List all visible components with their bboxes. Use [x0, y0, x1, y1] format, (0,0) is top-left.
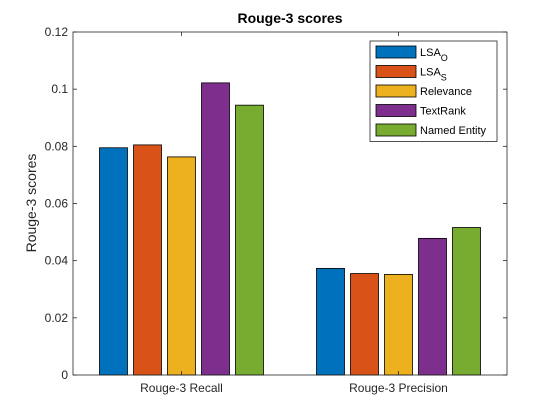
legend-swatch — [375, 123, 417, 137]
bar-textrank-0 — [201, 82, 230, 376]
y-tick-label: 0.1 — [51, 82, 68, 96]
bar-relevance-1 — [384, 273, 413, 376]
axes-group: 0 0.02 0.04 0.06 0.08 0.1 0.12 Rouge-3 Recall Ro… — [45, 25, 508, 395]
legend-label: Relevance — [420, 86, 472, 98]
bar-lsa-s-1 — [350, 273, 379, 376]
y-tick-label: 0.12 — [45, 25, 69, 39]
y-tick-label: 0.02 — [45, 311, 69, 325]
bars-group — [99, 82, 481, 376]
legend-swatch — [375, 45, 417, 59]
y-tick-label: 0.04 — [45, 254, 69, 268]
legend-swatch — [375, 84, 417, 98]
bar-lsa-o-1 — [316, 267, 345, 376]
legend-label-subscript: O — [441, 53, 448, 63]
chart-title: Rouge-3 scores — [237, 10, 342, 26]
legend-swatch — [375, 104, 417, 117]
bar-lsa-o-0 — [99, 147, 128, 376]
bar-named-entity-1 — [452, 227, 481, 376]
y-tick-label: 0 — [61, 368, 68, 382]
bar-lsa-s-0 — [133, 144, 162, 376]
legend-swatch — [375, 65, 417, 78]
y-axis-label: Rouge-3 scores — [23, 154, 39, 253]
bar-relevance-0 — [167, 156, 196, 376]
bar-named-entity-0 — [235, 104, 264, 376]
legend-label: TextRank — [420, 106, 466, 118]
y-tick-label: 0.06 — [45, 197, 69, 211]
legend-label: Named Entity — [420, 125, 487, 137]
x-tick-label: Rouge-3 Precision — [349, 381, 448, 395]
bar-textrank-1 — [418, 237, 447, 376]
x-tick-label: Rouge-3 Recall — [140, 381, 223, 395]
legend-label-subscript: S — [441, 73, 447, 83]
y-tick-label: 0.08 — [45, 139, 69, 153]
